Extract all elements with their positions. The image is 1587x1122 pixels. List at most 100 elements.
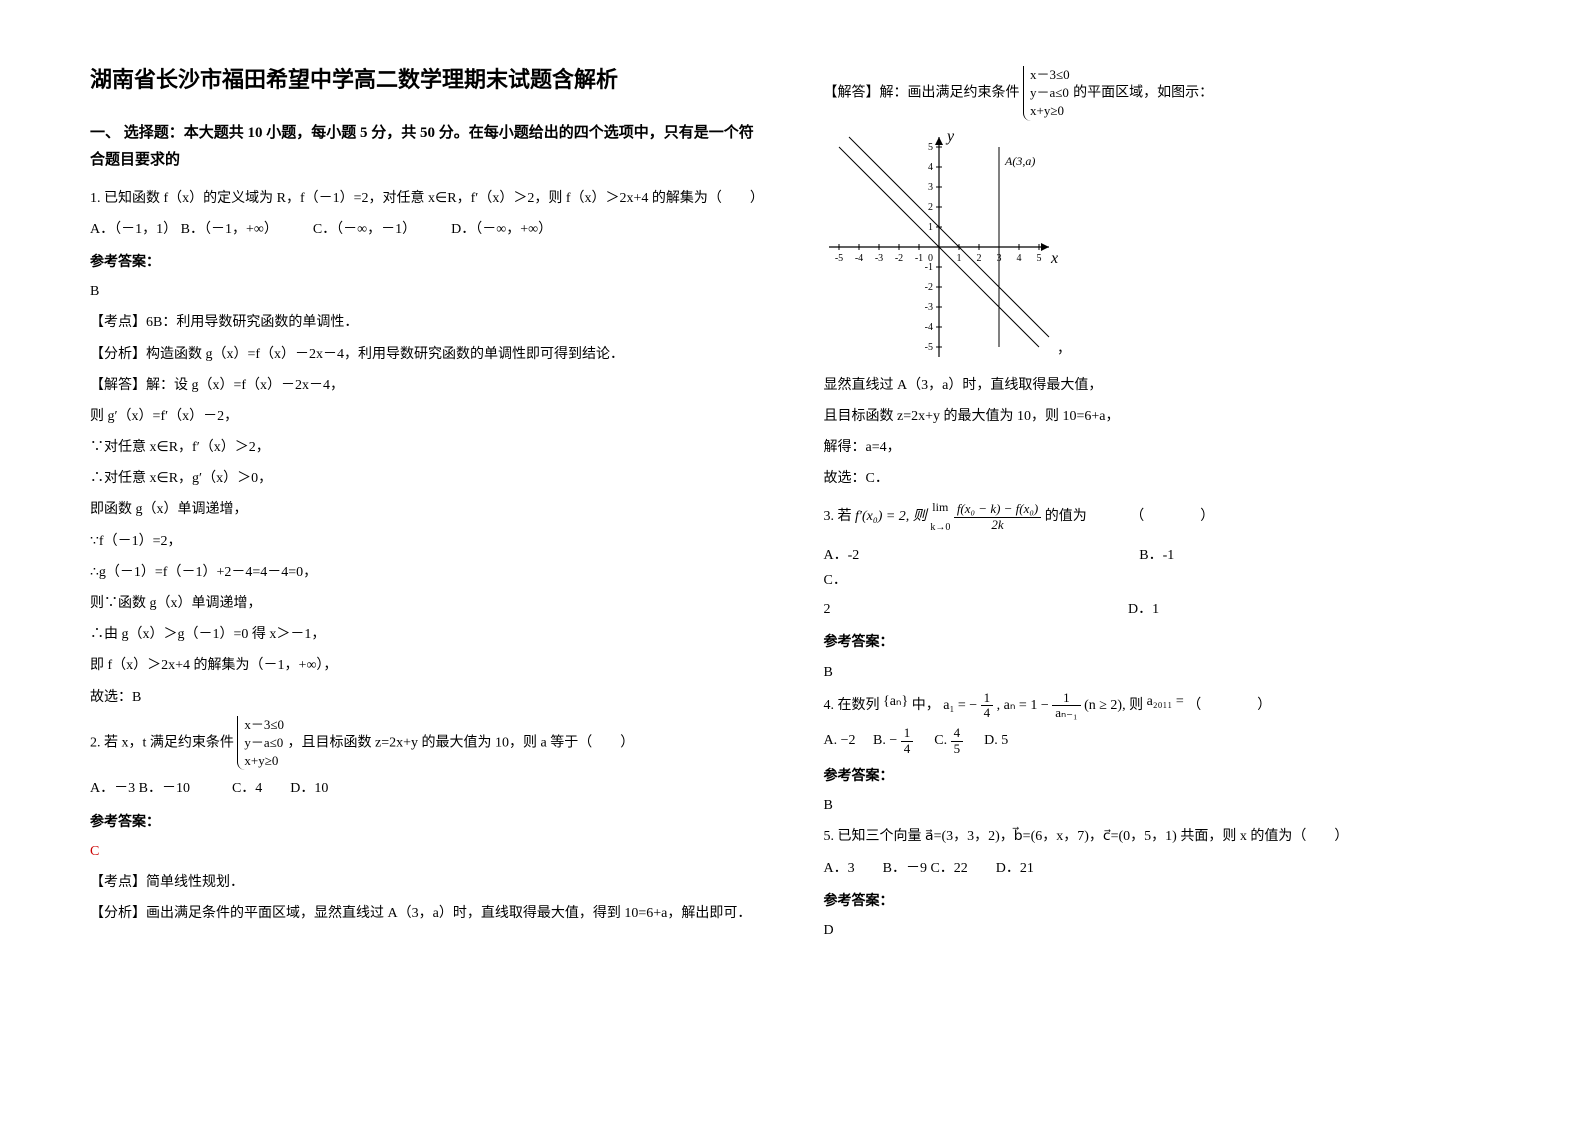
q2-sol-line: 且目标函数 z=2x+y 的最大值为 10，则 10=6+a， <box>824 404 1498 429</box>
q2-stem-post: ，且目标函数 z=2x+y 的最大值为 10，则 a 等于（ ） <box>288 735 635 750</box>
svg-text:4: 4 <box>1016 253 1021 264</box>
svg-text:4: 4 <box>928 162 933 173</box>
q1-kd: 【考点】6B：利用导数研究函数的单调性． <box>90 310 764 335</box>
q4-an-lhs: , aₙ = 1 − <box>997 698 1053 713</box>
q2-sol-line: 解得：a=4， <box>824 435 1498 460</box>
svg-text:2: 2 <box>928 202 933 213</box>
svg-text:y: y <box>945 128 955 145</box>
svg-text:5: 5 <box>928 142 933 153</box>
svg-text:3: 3 <box>928 182 933 193</box>
q5-answer-label: 参考答案： <box>824 889 1498 914</box>
q1-sol-line: ∴由 g（x）＞g（－1）=0 得 x＞－1， <box>90 622 764 647</box>
q1-sol-line: 则 g′（x）=f′（x）－2， <box>90 404 764 429</box>
q2-c3: x+y≥0 <box>244 753 278 768</box>
q2-sol-line: 故选：C． <box>824 466 1498 491</box>
q2-c1: x－3≤0 <box>244 717 284 732</box>
q5-options: A．3 B．－9 C．22 D．21 <box>824 856 1498 881</box>
q5-answer: D <box>824 918 1498 943</box>
svg-text:-4: -4 <box>924 322 932 333</box>
svg-text:，: ， <box>1057 342 1071 357</box>
q2-chart: -5-4-3-2-112345-5-4-3-2-1123450yxA(3,a)， <box>824 127 1124 367</box>
q4-post: 则 <box>1129 698 1143 713</box>
q4-mid: 中， <box>912 698 940 713</box>
q4-an-num: 1 <box>1052 691 1080 706</box>
q4-options: A. −2 B. − 1 4 C. 4 5 D. 5 <box>824 726 1498 756</box>
q3-lim-label: lim <box>930 497 950 519</box>
q2-options: A．－3 B．－10 C．4 D．10 <box>90 776 764 801</box>
svg-text:2: 2 <box>976 253 981 264</box>
q1-sol-line: 则∵函数 g（x）单调递增， <box>90 591 764 616</box>
q1-options: A．（－1，1） B．（－1，+∞） C．（－∞，－1） D．（－∞，+∞） <box>90 217 764 242</box>
q4-answer: B <box>824 793 1498 818</box>
q4-optB-den: 4 <box>901 742 914 756</box>
svg-text:-3: -3 <box>874 253 882 264</box>
q2b-c2: y－a≤0 <box>1030 85 1069 100</box>
q2-solution: 显然直线过 A（3，a）时，直线取得最大值，且目标函数 z=2x+y 的最大值为… <box>824 373 1498 492</box>
q1-answer: B <box>90 279 764 304</box>
doc-title: 湖南省长沙市福田希望中学高二数学理期末试题含解析 <box>90 60 764 100</box>
q2-answer-label: 参考答案： <box>90 810 764 835</box>
svg-text:-3: -3 <box>924 302 932 313</box>
q1-answer-label: 参考答案： <box>90 250 764 275</box>
q3-answer: B <box>824 660 1498 685</box>
q3-frac-den: 2k <box>954 518 1041 532</box>
q1-sol-line: 即 f（x）＞2x+4 的解集为（－1，+∞）， <box>90 653 764 678</box>
q4-optD: D. 5 <box>967 733 1009 748</box>
q4-answer-label: 参考答案： <box>824 764 1498 789</box>
q2-stem-pre: 2. 若 x，t 满足约束条件 <box>90 735 237 750</box>
svg-text:A(3,a): A(3,a) <box>1004 154 1035 168</box>
q3-opts1: A．-2 B．-1 C． <box>824 543 1498 593</box>
svg-text:-5: -5 <box>924 342 932 353</box>
svg-text:5: 5 <box>1036 253 1041 264</box>
svg-text:-2: -2 <box>924 282 932 293</box>
q1-sol-line: 即函数 g（x）单调递增， <box>90 497 764 522</box>
q4-an-cond: (n ≥ 2), <box>1084 698 1126 713</box>
q4-a1-num: 1 <box>981 691 994 706</box>
q1-fx: 【分析】构造函数 g（x）=f（x）－2x－4，利用导数研究函数的单调性即可得到… <box>90 342 764 367</box>
q1-sol-line: ∴对任意 x∈R，g′（x）＞0， <box>90 466 764 491</box>
q4-a1-lhs: a₁ = − <box>943 698 977 713</box>
q4-optA: A. −2 B. <box>824 733 890 748</box>
q4-optC-num: 4 <box>951 726 964 741</box>
q1-sol-line: ∵f（－1）=2， <box>90 529 764 554</box>
svg-text:1: 1 <box>956 253 961 264</box>
q1-sol-line: ∴g（－1）=f（－1）+2－4=4－4=0， <box>90 560 764 585</box>
q2-fx: 【分析】画出满足条件的平面区域，显然直线过 A（3，a）时，直线取得最大值，得到… <box>90 901 764 926</box>
q1-sol-line: 【解答】解：设 g（x）=f（x）－2x－4， <box>90 373 764 398</box>
q4-an-frac: 1 aₙ₋₁ <box>1052 691 1080 721</box>
q4-pre: 4. 在数列 <box>824 698 880 713</box>
q4-target: a₂₀₁₁ = <box>1147 694 1184 709</box>
q4-optB-num: 1 <box>901 726 914 741</box>
q3-opts2: 2 D．1 <box>824 597 1498 622</box>
q4-optB-frac: 1 4 <box>901 726 914 756</box>
q3-frac-num: f(x₀ − k) − f(x₀) <box>954 502 1041 517</box>
q3-paren: （ ） <box>1130 509 1214 524</box>
left-column: 湖南省长沙市福田希望中学高二数学理期末试题含解析 一、 选择题：本大题共 10 … <box>90 60 764 1062</box>
q3-pre: 3. 若 <box>824 509 856 524</box>
q4-optB-pre: − <box>889 734 897 749</box>
svg-text:-2: -2 <box>894 253 902 264</box>
q3-answer-label: 参考答案： <box>824 630 1498 655</box>
q4-optC-den: 5 <box>951 742 964 756</box>
svg-text:x: x <box>1050 250 1058 267</box>
q4-optC-pre: C. <box>917 733 951 748</box>
q2-sol-intro: 【解答】解：画出满足约束条件 x－3≤0 y－a≤0 x+y≥0 的平面区域，如… <box>824 66 1498 121</box>
q2-kd: 【考点】简单线性规划． <box>90 870 764 895</box>
q2-sol-post: 的平面区域，如图示： <box>1073 86 1213 101</box>
q1-solution: 【解答】解：设 g（x）=f（x）－2x－4， 则 g′（x）=f′（x）－2， ∵… <box>90 373 764 710</box>
q4-stem: 4. 在数列 {aₙ} 中， a₁ = − 1 4 , aₙ = 1 − 1 a… <box>824 691 1498 721</box>
q2-answer: C <box>90 839 764 864</box>
q2-sol-pre: 【解答】解：画出满足约束条件 <box>824 86 1024 101</box>
q3-lim-sub: k→0 <box>930 519 950 537</box>
q3-lim: lim k→0 <box>930 497 950 537</box>
q3-frac: f(x₀ − k) − f(x₀) 2k <box>954 502 1041 532</box>
q4-a1-den: 4 <box>981 706 994 720</box>
q4-paren: （ ） <box>1187 698 1271 713</box>
svg-text:-1: -1 <box>914 253 922 264</box>
q3-post: 的值为 <box>1045 509 1087 524</box>
svg-text:0: 0 <box>928 253 933 264</box>
q2-constraints-2: x－3≤0 y－a≤0 x+y≥0 <box>1023 66 1070 121</box>
svg-text:1: 1 <box>928 222 933 233</box>
q2-c2: y－a≤0 <box>244 735 283 750</box>
q2-constraints: x－3≤0 y－a≤0 x+y≥0 <box>237 716 284 771</box>
